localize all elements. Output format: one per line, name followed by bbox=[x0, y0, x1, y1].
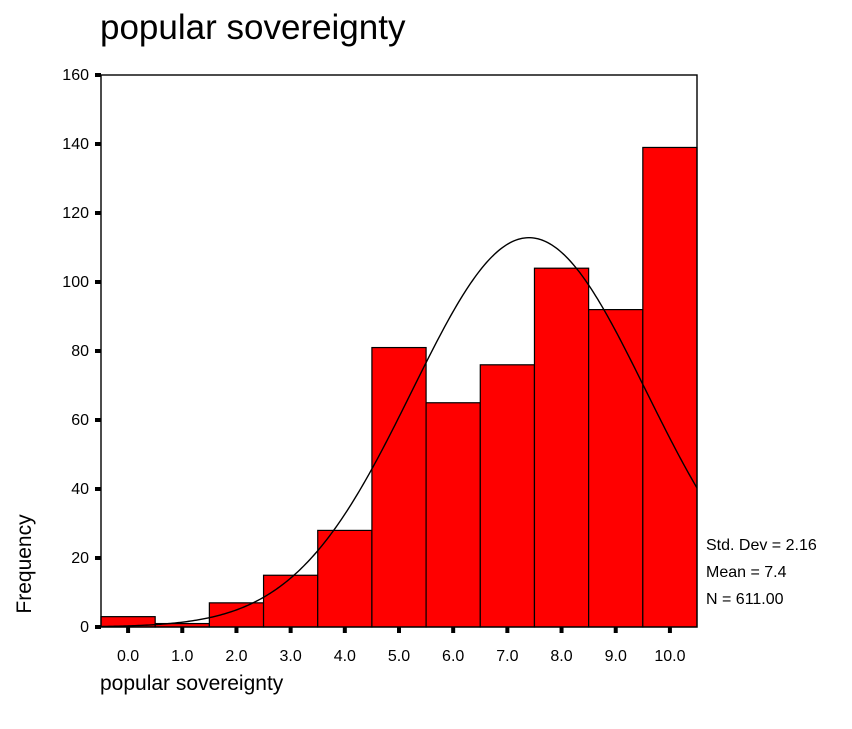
x-tick-label-0.0: 0.0 bbox=[117, 648, 139, 665]
bars-layer bbox=[100, 146, 698, 628]
bar-6.0 bbox=[425, 402, 481, 628]
x-tick-label-1.0: 1.0 bbox=[171, 648, 193, 665]
x-tick-6.0 bbox=[451, 627, 456, 633]
bar-9.0 bbox=[588, 309, 644, 628]
y-tick-label-160: 160 bbox=[62, 67, 89, 84]
y-tick-140 bbox=[95, 142, 101, 146]
x-tick-label-10.0: 10.0 bbox=[654, 648, 685, 665]
x-tick-label-2.0: 2.0 bbox=[225, 648, 247, 665]
normal-curve-line bbox=[100, 236, 698, 628]
x-tick-8.0 bbox=[559, 627, 564, 633]
x-tick-label-7.0: 7.0 bbox=[496, 648, 518, 665]
x-axis-title: popular sovereignty bbox=[100, 672, 284, 695]
x-tick-label-3.0: 3.0 bbox=[280, 648, 302, 665]
bar-7.0 bbox=[479, 364, 536, 628]
bar-2.0 bbox=[208, 602, 265, 628]
std-dev-label: Std. Dev = 2.16 bbox=[706, 537, 817, 554]
x-tick-3.0 bbox=[288, 627, 293, 633]
x-tick-0.0 bbox=[126, 627, 131, 633]
n-label: N = 611.00 bbox=[706, 591, 784, 608]
curve-layer bbox=[100, 236, 698, 628]
x-tick-2.0 bbox=[234, 627, 239, 633]
bar-5.0 bbox=[371, 346, 427, 628]
bar-4.0 bbox=[317, 529, 373, 628]
mean-label: Mean = 7.4 bbox=[706, 564, 787, 581]
x-tick-9.0 bbox=[613, 627, 618, 633]
y-tick-120 bbox=[95, 211, 101, 215]
x-tick-10.0 bbox=[667, 627, 672, 633]
y-tick-80 bbox=[95, 349, 101, 353]
y-tick-100 bbox=[95, 280, 101, 284]
x-tick-5.0 bbox=[397, 627, 401, 633]
y-tick-40 bbox=[95, 487, 101, 491]
y-tick-label-120: 120 bbox=[62, 205, 89, 222]
x-tick-label-5.0: 5.0 bbox=[388, 648, 410, 665]
y-tick-160 bbox=[95, 73, 101, 77]
y-tick-label-40: 40 bbox=[71, 481, 89, 498]
x-tick-label-4.0: 4.0 bbox=[334, 648, 356, 665]
y-tick-60 bbox=[95, 418, 101, 422]
stats-box: Std. Dev = 2.16 Mean = 7.4 N = 611.00 bbox=[706, 532, 817, 613]
bar-10.0 bbox=[642, 146, 698, 628]
y-tick-0 bbox=[95, 625, 101, 629]
x-tick-label-9.0: 9.0 bbox=[605, 648, 627, 665]
chart-title: popular sovereignty bbox=[100, 8, 406, 47]
bar-3.0 bbox=[262, 574, 319, 628]
y-tick-label-0: 0 bbox=[80, 619, 89, 636]
y-tick-label-140: 140 bbox=[62, 136, 89, 153]
y-tick-label-100: 100 bbox=[62, 274, 89, 291]
x-tick-4.0 bbox=[342, 627, 347, 633]
x-tick-1.0 bbox=[180, 627, 185, 633]
y-axis-title: Frequency bbox=[13, 514, 36, 614]
bar-8.0 bbox=[533, 267, 590, 628]
x-tick-7.0 bbox=[505, 627, 510, 633]
y-tick-label-80: 80 bbox=[71, 343, 89, 360]
y-tick-label-60: 60 bbox=[71, 412, 89, 429]
x-tick-label-6.0: 6.0 bbox=[442, 648, 464, 665]
y-tick-label-20: 20 bbox=[71, 550, 89, 567]
axes-layer: 0 20 40 60 80 100 120 140 160 0.0 1.0 2.0 3.0 4.0 5.0 6… bbox=[62, 67, 698, 665]
y-tick-20 bbox=[95, 556, 101, 560]
x-tick-label-8.0: 8.0 bbox=[550, 648, 572, 665]
